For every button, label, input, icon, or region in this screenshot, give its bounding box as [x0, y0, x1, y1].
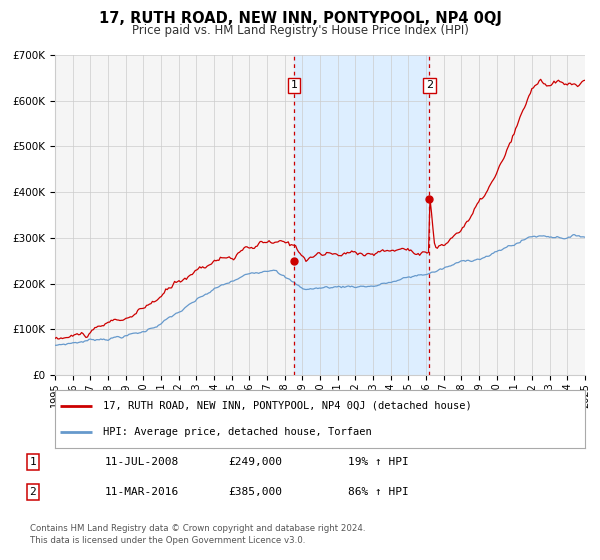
Text: 19% ↑ HPI: 19% ↑ HPI	[348, 457, 409, 467]
Text: 17, RUTH ROAD, NEW INN, PONTYPOOL, NP4 0QJ (detached house): 17, RUTH ROAD, NEW INN, PONTYPOOL, NP4 0…	[103, 400, 472, 410]
Text: 17, RUTH ROAD, NEW INN, PONTYPOOL, NP4 0QJ: 17, RUTH ROAD, NEW INN, PONTYPOOL, NP4 0…	[98, 11, 502, 26]
Text: 11-JUL-2008: 11-JUL-2008	[105, 457, 179, 467]
Text: 1: 1	[290, 81, 298, 90]
Text: 2: 2	[29, 487, 37, 497]
Text: £385,000: £385,000	[228, 487, 282, 497]
Bar	[294, 55, 430, 375]
Text: HPI: Average price, detached house, Torfaen: HPI: Average price, detached house, Torf…	[103, 427, 371, 437]
Text: £249,000: £249,000	[228, 457, 282, 467]
Text: 11-MAR-2016: 11-MAR-2016	[105, 487, 179, 497]
Text: Contains HM Land Registry data © Crown copyright and database right 2024.: Contains HM Land Registry data © Crown c…	[30, 524, 365, 533]
Text: 2: 2	[426, 81, 433, 90]
Text: 86% ↑ HPI: 86% ↑ HPI	[348, 487, 409, 497]
Text: Price paid vs. HM Land Registry's House Price Index (HPI): Price paid vs. HM Land Registry's House …	[131, 24, 469, 36]
Text: 1: 1	[29, 457, 37, 467]
Text: This data is licensed under the Open Government Licence v3.0.: This data is licensed under the Open Gov…	[30, 536, 305, 545]
